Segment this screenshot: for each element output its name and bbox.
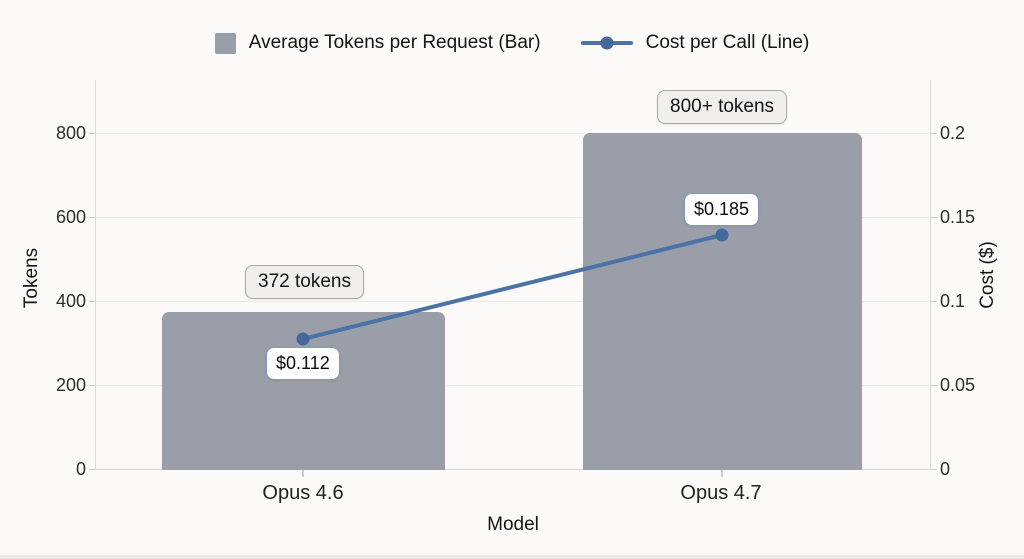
tick-mark [931, 301, 937, 302]
x-axis-line [95, 469, 931, 470]
right-tick-label: 0.1 [940, 291, 966, 311]
right-axis-title: Cost ($) [977, 241, 998, 309]
gridline [95, 133, 931, 134]
x-axis-title: Model [487, 514, 539, 535]
left-tick-label: 800 [55, 123, 86, 143]
legend-item-bar: Average Tokens per Request (Bar) [214, 32, 541, 54]
tick-mark [89, 469, 95, 470]
line-legend-label: Cost per Call (Line) [645, 32, 810, 53]
bar-legend-label: Average Tokens per Request (Bar) [248, 32, 541, 53]
tick-mark [931, 469, 937, 470]
tokens-annotation-opus-4-7: 800+ tokens [657, 90, 788, 124]
cost-point-opus-4-7 [715, 228, 729, 242]
left-tick-label: 0 [75, 459, 86, 479]
cost-line [302, 233, 723, 341]
bar-opus-4-7 [583, 133, 862, 470]
tick-mark [931, 385, 937, 386]
tick-mark [89, 217, 95, 218]
right-axis-line [930, 80, 931, 470]
gridline [95, 385, 931, 386]
x-tick-mark [302, 470, 304, 477]
legend-item-line: Cost per Call (Line) [580, 32, 810, 54]
left-tick-label: 600 [55, 207, 86, 227]
right-tick-label: 0 [940, 459, 951, 479]
x-tick-mark [721, 470, 723, 477]
tokens-annotation-opus-4-6: 372 tokens [245, 265, 364, 299]
tick-mark [931, 217, 937, 218]
tick-mark [931, 133, 937, 134]
right-tick-label: 0.2 [940, 123, 966, 143]
gridline [95, 217, 931, 218]
gridline [95, 301, 931, 302]
x-tick-label-opus-4-7: Opus 4.7 [680, 482, 762, 504]
bottom-edge [0, 555, 1024, 559]
right-tick-label: 0.15 [940, 207, 976, 227]
left-axis-line [95, 80, 96, 470]
right-tick-label: 0.05 [940, 375, 976, 395]
tick-mark [89, 301, 95, 302]
line-legend-marker-icon [580, 36, 633, 50]
x-tick-label-opus-4-6: Opus 4.6 [262, 482, 344, 504]
cost-line-plot [296, 228, 729, 346]
tick-mark [89, 385, 95, 386]
cost-point-opus-4-6 [296, 332, 310, 346]
line-legend-dot-icon [600, 36, 614, 50]
left-tick-label: 200 [55, 375, 86, 395]
tick-mark [89, 133, 95, 134]
bar-legend-swatch-icon [214, 32, 236, 54]
left-tick-label: 400 [55, 291, 86, 311]
legend: Average Tokens per Request (Bar) Cost pe… [0, 30, 1024, 56]
left-axis-title: Tokens [21, 247, 42, 309]
cost-annotation-opus-4-7: $0.185 [684, 193, 760, 226]
cost-annotation-opus-4-6: $0.112 [266, 347, 340, 380]
